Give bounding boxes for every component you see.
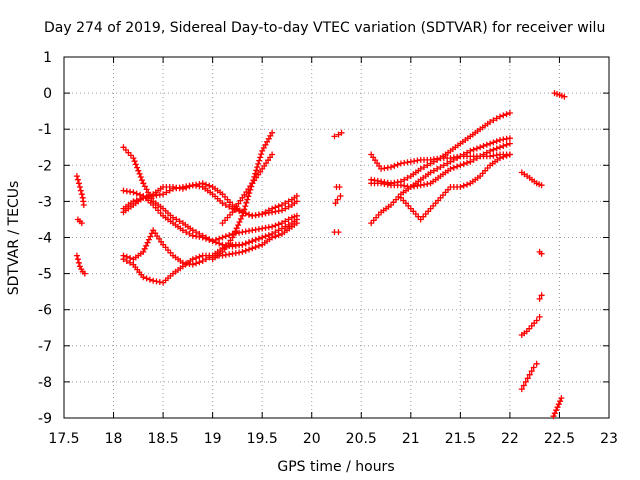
- axis-ticks: [63, 56, 610, 419]
- series-markers: [332, 193, 344, 207]
- series-markers: [368, 135, 513, 227]
- series-markers: [73, 173, 87, 208]
- x-tick-label: 17.5: [48, 431, 79, 447]
- x-tick-label: 20.5: [346, 431, 377, 447]
- x-tick-label: 20: [303, 431, 321, 447]
- y-tick-label: 0: [43, 86, 52, 102]
- y-tick-label: -5: [38, 267, 52, 283]
- series-markers: [120, 180, 300, 219]
- series-markers: [331, 229, 342, 236]
- grid: [64, 57, 609, 418]
- x-tick-label: 22: [501, 431, 519, 447]
- series-markers: [120, 216, 300, 268]
- series-markers: [209, 129, 276, 263]
- series-markers: [219, 151, 276, 227]
- series-markers: [74, 216, 85, 227]
- series-s15: [331, 229, 342, 236]
- y-tick-label: -3: [38, 194, 52, 210]
- series-s4: [120, 220, 300, 286]
- series-markers: [518, 360, 540, 393]
- x-tick-label: 19.5: [247, 431, 278, 447]
- series-markers: [518, 313, 543, 338]
- series-markers: [368, 140, 513, 190]
- series-s23: [536, 248, 545, 257]
- series-s16: [368, 135, 513, 227]
- series-markers: [551, 90, 568, 100]
- x-tick-label: 18.5: [148, 431, 179, 447]
- series-s27: [550, 395, 565, 420]
- series-markers: [120, 144, 266, 250]
- x-tick-label: 22.5: [544, 431, 575, 447]
- series-markers: [333, 184, 343, 190]
- y-axis-label: SDTVAR / TECUs: [6, 181, 22, 296]
- series-markers: [550, 395, 565, 420]
- series-markers: [536, 292, 545, 302]
- data-points: [73, 90, 568, 420]
- series-s19: [368, 140, 513, 190]
- series-markers: [536, 248, 545, 257]
- series-markers: [73, 252, 88, 277]
- series-s1: [73, 173, 87, 208]
- series-markers: [518, 169, 545, 189]
- series-s12: [331, 129, 345, 140]
- series-s11: [219, 151, 276, 227]
- x-tick-labels: 17.5 18 18.5 19 19.5 20 20.5 21 21.5 22 22.5 23: [48, 431, 618, 447]
- series-s14: [332, 193, 344, 207]
- series-s20: [397, 151, 513, 223]
- series-s10: [209, 129, 276, 263]
- series-s13: [333, 184, 343, 190]
- series-s2: [74, 216, 85, 227]
- chart-title: Day 274 of 2019, Sidereal Day-to-day VTE…: [44, 20, 605, 36]
- x-axis-label: GPS time / hours: [277, 459, 394, 475]
- series-s8: [120, 180, 300, 219]
- series-s5: [120, 216, 300, 268]
- series-s24: [536, 292, 545, 302]
- y-tick-labels: 1 0 -1 -2 -3 -4 -5 -6 -7 -8 -9: [38, 50, 52, 427]
- x-tick-label: 21: [402, 431, 420, 447]
- y-tick-label: -2: [38, 158, 52, 174]
- series-markers: [397, 151, 513, 223]
- series-s25: [518, 313, 543, 338]
- x-tick-label: 18: [105, 431, 123, 447]
- series-s3: [73, 252, 88, 277]
- y-tick-label: -6: [38, 303, 52, 319]
- y-tick-label: -4: [38, 231, 52, 247]
- series-markers: [331, 129, 345, 140]
- series-s9: [120, 144, 266, 250]
- x-tick-label: 21.5: [445, 431, 476, 447]
- y-tick-label: -8: [38, 375, 52, 391]
- series-s26: [518, 360, 540, 393]
- series-s21: [518, 169, 545, 189]
- y-tick-label: 1: [43, 50, 52, 66]
- y-tick-label: -1: [38, 122, 52, 138]
- series-markers: [120, 220, 300, 286]
- y-tick-label: -7: [38, 339, 52, 355]
- series-s22: [551, 90, 568, 100]
- y-tick-label: -9: [38, 411, 52, 427]
- x-tick-label: 19: [204, 431, 222, 447]
- x-tick-label: 23: [600, 431, 618, 447]
